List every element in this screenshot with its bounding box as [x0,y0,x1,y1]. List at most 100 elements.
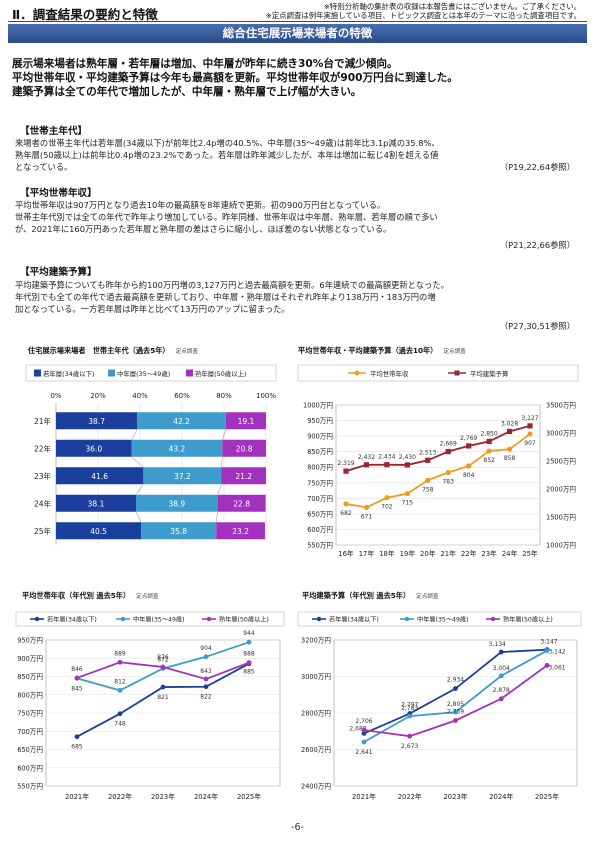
data-label: 35.8 [170,527,187,536]
category-label: 21年 [34,416,52,426]
data-label: 758 [422,486,434,493]
data-label: 3,061 [548,664,565,671]
source-label: 定点調査 [443,349,466,355]
data-point [498,649,504,655]
data-point [361,731,367,736]
data-label: 2,319 [337,460,354,467]
y-tick-label-right: 1500万円 [546,514,576,522]
data-label: 3,134 [489,641,506,648]
series-line [345,425,531,472]
legend-marker [34,616,40,622]
chart-title-text: 住宅展示場来場者 世帯主年代（過去5年） [28,346,170,355]
data-label: 2,434 [378,454,395,461]
data-point [74,675,80,681]
y-tick-label-left: 750万円 [307,479,333,487]
y-tick-label: 700万円 [17,728,43,736]
data-point [203,654,209,660]
x-tick-label: 80% [216,392,232,400]
y-tick-label: 3000万円 [301,673,331,681]
page-reference: （P21,22,66参照） [499,240,575,250]
data-label: 19.1 [238,417,255,426]
legend-box [25,364,277,382]
body-line: 熟年層(50歳以上)は前年比0.4p増の23.2%であった。若年層は昨年減少した… [15,150,439,160]
data-label: 38.1 [88,499,105,508]
data-label: 889 [114,650,126,657]
data-point [160,664,166,670]
x-tick-label: 2024年 [194,792,218,801]
legend-marker [454,370,460,376]
body-line: となっている。 [15,162,73,172]
category-label: 23年 [34,471,52,481]
data-point [425,477,431,483]
header-rule [8,21,587,22]
data-point [544,648,550,653]
data-label: 872 [157,656,169,663]
data-label: 3,127 [521,415,538,422]
x-tick-label: 23年 [481,549,497,558]
data-point [407,713,413,719]
y-tick-label-left: 1000万円 [303,402,333,410]
data-label: 944 [243,630,255,637]
source-label: 定点調査 [136,594,159,600]
legend-marker [316,616,322,622]
section-title: Ⅱ．調査結果の要約と特徴 [12,7,158,22]
data-label: 38.9 [169,499,186,508]
data-label: 682 [340,510,352,517]
data-point [486,448,492,454]
legend-label: 熟年層(50歳以上) [195,369,246,378]
data-label: 42.2 [173,417,190,426]
data-label: 40.5 [90,527,107,536]
data-label: 2,706 [355,718,372,725]
age-stacked-bar-chart: 若年層(34歳以下) 中年層(35～49歳) 熟年層(50歳以上) 0% 20% 40% 6… [25,364,277,545]
body-line: が、2021年に160万円あった若年層と熟年層の差はさらに縮小し、ほぼ差のない状… [15,224,392,234]
data-point [384,495,390,501]
connector-line [131,456,144,468]
y-tick-label-left: 700万円 [307,495,333,503]
summary-line: 平均世帯年収・平均建築予算は今年も最高額を更新。平均世帯年収が900万円台に到達… [12,72,458,85]
data-label: 2,432 [358,454,375,461]
data-point [445,469,451,476]
data-point [506,428,513,435]
x-tick-label: 20年 [420,549,436,558]
data-label: 748 [114,721,126,728]
x-tick-label: 2023年 [151,792,175,801]
x-tick-label: 2023年 [443,792,467,801]
data-point [506,446,513,452]
data-point [527,431,533,437]
data-point [74,734,80,740]
data-point [361,727,367,733]
y-tick-label-left: 550万円 [307,542,333,550]
data-point [498,696,504,702]
x-tick-label: 2021年 [65,792,89,801]
bar-segment [136,494,218,512]
data-label: 846 [71,666,83,673]
data-label: 3,147 [540,639,557,646]
y-tick-label: 2600万円 [301,746,331,754]
section-heading-budget: 【平均建築予算】 [20,267,97,278]
legend-swatch [186,369,193,377]
data-label: 21.2 [235,472,252,481]
data-label: 2,688 [349,725,366,732]
data-point [407,733,413,739]
legend-label: 若年層(34歳以下) [43,369,94,378]
bar-segment [56,439,132,457]
data-label: 858 [504,455,516,462]
connector-line [131,429,138,440]
chart-title-text: 平均世帯年収・平均建築予算（過去10年） [298,346,438,355]
body-line: 来場者の世帯主年代は若年層(34歳以下)が前年比2.4p増の40.5%、中年層(… [15,138,440,148]
x-tick-label: 25年 [522,549,538,558]
data-label: 3,142 [548,649,565,656]
legend-label: 平均建築予算 [470,369,509,378]
y-tick-label-left: 900万円 [307,433,333,441]
data-point [343,468,349,474]
x-tick-label: 100% [256,392,276,400]
budget-by-age-chart: 若年層(34歳以下) 中年層(35～49歳) 熟年層(50歳以上) 2400万円 260… [297,611,582,801]
data-point [404,462,410,468]
legend-marker [490,616,496,622]
bar-segment [56,412,138,430]
x-tick-label: 2022年 [398,792,422,801]
bar-segment [56,494,137,512]
bar-segment [222,439,266,457]
data-point [466,463,472,469]
data-point [117,659,123,665]
